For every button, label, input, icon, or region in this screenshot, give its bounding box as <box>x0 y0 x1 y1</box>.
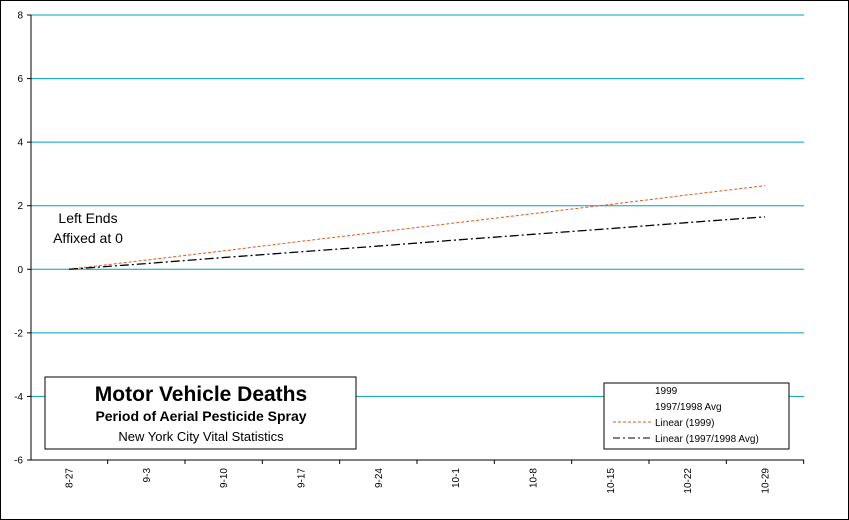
x-tick-label: 9-10 <box>219 468 230 488</box>
y-tick-label: 8 <box>17 11 23 22</box>
chart-title: Motor Vehicle Deaths <box>95 383 307 406</box>
chart-subtitle: Period of Aerial Pesticide Spray <box>95 408 306 424</box>
axes <box>27 14 805 464</box>
annotation-line-2: Affixed at 0 <box>53 230 123 246</box>
y-tick-labels: 8 6 4 2 0 -2 -4 -6 <box>14 11 23 467</box>
legend-entry-linear-avg: Linear (1997/1998 Avg) <box>655 434 759 445</box>
x-tick-label: 10-1 <box>451 468 462 488</box>
series-linear-avg <box>68 216 766 270</box>
series-lines <box>68 185 766 270</box>
legend: 1999 1997/1998 Avg Linear (1999) Linear … <box>603 382 790 450</box>
series-linear-1999 <box>68 185 766 270</box>
y-tick-label: 4 <box>17 138 23 149</box>
y-tick-label: -2 <box>14 328 23 339</box>
x-tick-label: 9-24 <box>374 468 385 488</box>
x-tick-labels: 8-27 9-3 9-10 9-17 9-24 10-1 10-8 10-15 10-22 10-… <box>65 468 772 494</box>
title-box: Motor Vehicle Deaths Period of Aerial Pe… <box>44 376 357 450</box>
x-tick-label: 10-15 <box>606 468 617 494</box>
x-tick-label: 10-29 <box>761 468 772 494</box>
y-tick-label: -4 <box>14 392 23 403</box>
legend-entry-1999: 1999 <box>655 386 678 397</box>
legend-entry-linear-1999: Linear (1999) <box>655 418 714 429</box>
legend-entry-avg: 1997/1998 Avg <box>655 402 722 413</box>
x-tick-label: 9-3 <box>142 468 153 483</box>
gridlines <box>31 14 804 397</box>
chart-source: New York City Vital Statistics <box>118 429 284 444</box>
y-tick-label: -6 <box>14 456 23 467</box>
x-tick-label: 10-22 <box>683 468 694 494</box>
y-tick-label: 0 <box>17 265 23 276</box>
x-tick-label: 8-27 <box>65 468 76 488</box>
y-tick-label: 6 <box>17 74 23 85</box>
x-tick-label: 10-8 <box>529 468 540 488</box>
annotation-line-1: Left Ends <box>58 210 117 226</box>
x-tick-label: 9-17 <box>297 468 308 488</box>
y-tick-label: 2 <box>17 201 23 212</box>
